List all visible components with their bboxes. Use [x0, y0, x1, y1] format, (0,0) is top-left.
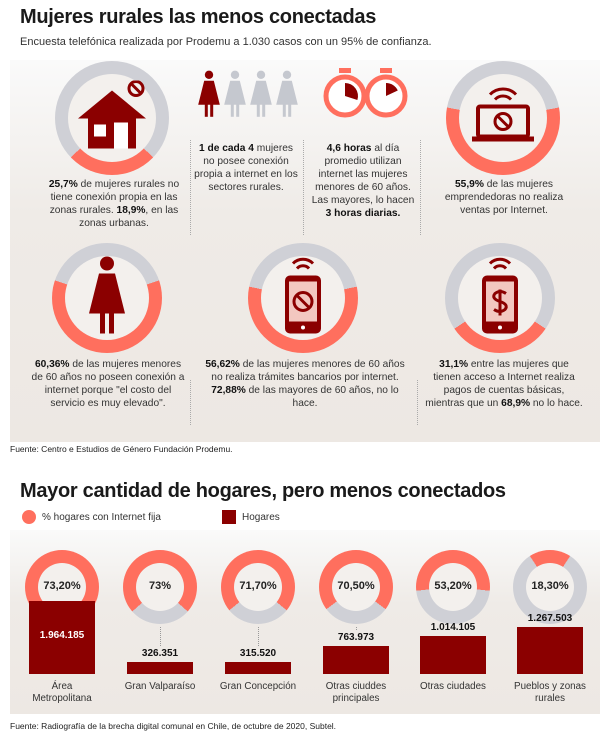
- stat-text-part: de mujeres rurales no tiene conexión pro…: [49, 179, 180, 216]
- stat-text: 25,7% de mujeres rurales no tiene conexi…: [40, 178, 188, 230]
- donut-label: 73,20%: [43, 580, 81, 592]
- phone-no-icon: [278, 256, 328, 341]
- stat-text-part: 55,9%: [455, 179, 484, 190]
- bar-value: 1.267.503: [527, 612, 573, 624]
- bar-value: 1.964.185: [39, 630, 85, 641]
- bar-value: 1.014.105: [430, 622, 476, 634]
- stat-text: 55,9% de las mujeres emprendedoras no re…: [440, 178, 568, 217]
- stat-text-part: 1 de cada 4: [198, 143, 254, 154]
- stat-text: 60,36% de las mujeres menores de 60 años…: [28, 358, 188, 410]
- stat-text-part: mujeres no posee conexión propia a inter…: [194, 143, 298, 193]
- stat-text: 1 de cada 4 mujeres no posee conexión pr…: [194, 142, 298, 194]
- bar-4: [420, 636, 486, 674]
- donut-label: 70,50%: [337, 580, 375, 592]
- category-label: Otras ciuddes principales: [325, 681, 387, 704]
- stat-text-part: al día promedio utilizan internet las mu…: [311, 143, 415, 206]
- stat-text-part: 31,1%: [439, 359, 469, 370]
- woman-icon: [224, 70, 246, 117]
- divider: [417, 380, 418, 425]
- house-no-signal-icon: [72, 80, 152, 156]
- panel-2: [10, 530, 600, 714]
- bar-2: [225, 662, 291, 674]
- stat-text-part: de las mujeres menores de 60 años no pos…: [31, 359, 185, 409]
- legend-hogares: Hogares: [222, 510, 280, 524]
- woman-icon: [198, 70, 220, 117]
- phone-dollar-icon: [475, 256, 525, 341]
- title-1: Mujeres rurales las menos conectadas: [20, 6, 377, 28]
- donut-2: [221, 550, 295, 624]
- donut-label: 18,30%: [531, 580, 569, 592]
- category-label: Gran Concepción: [219, 681, 297, 692]
- connector-line: [356, 627, 357, 630]
- category-label: Otras ciudades: [420, 681, 486, 692]
- stat-text-part: 3 horas diarias.: [325, 208, 401, 219]
- stat-text-part: 18,9%: [116, 205, 146, 216]
- laptop-no-icon: [468, 81, 538, 156]
- stat-text: 4,6 horas al día promedio utilizan inter…: [308, 142, 418, 220]
- donut-3: [319, 550, 393, 624]
- connector-line: [258, 627, 259, 647]
- stat-text-part: de las mujeres emprendedoras no realiza …: [444, 179, 564, 216]
- stat-text-part: 56,62%: [205, 359, 240, 370]
- donut-5: [513, 550, 587, 624]
- bar-3: [323, 645, 389, 674]
- bar-0: [29, 601, 95, 674]
- stat-text-part: 68,9%: [501, 398, 531, 409]
- divider: [303, 140, 304, 235]
- divider: [190, 140, 191, 235]
- bar-5: [517, 626, 583, 674]
- source-1: Fuente: Centro e Estudios de Género Fund…: [10, 444, 233, 454]
- connector-line: [160, 627, 161, 646]
- woman-icon: [87, 256, 127, 341]
- stat-text-part: de las mayores de 60 años, no lo hace.: [245, 385, 399, 409]
- stat-text-part: 25,7%: [48, 179, 78, 190]
- woman-icon: [250, 70, 272, 117]
- donut-1: [123, 550, 197, 624]
- stat-text-part: 60,36%: [34, 359, 70, 370]
- bar-value: 326.351: [141, 647, 179, 659]
- category-label: Área Metropolitana: [32, 681, 92, 704]
- donut-label: 73%: [148, 580, 172, 592]
- donut-label: 53,20%: [434, 580, 472, 592]
- stat-text-part: 4,6 horas: [326, 143, 372, 154]
- title-2: Mayor cantidad de hogares, pero menos co…: [20, 480, 506, 502]
- stat-text-part: no lo hace.: [530, 398, 583, 409]
- source-2: Fuente: Radiografía de la brecha digital…: [10, 721, 337, 731]
- category-label: Gran Valparaíso: [124, 681, 196, 692]
- stat-text-part: , en las zonas urbanas.: [79, 205, 179, 229]
- stat-text-part: 72,88%: [211, 385, 246, 396]
- stat-text: 56,62% de las mujeres menores de 60 años…: [205, 358, 405, 410]
- stat-text: 31,1% entre las mujeres que tienen acces…: [424, 358, 584, 410]
- legend-internet: % hogares con Internet fija: [22, 510, 161, 524]
- donut-label: 71,70%: [239, 580, 277, 592]
- percent-ring: [446, 61, 560, 175]
- stat-text-part: entre las mujeres que tienen acceso a In…: [425, 359, 575, 409]
- stat-text-part: de las mujeres menores de 60 años no rea…: [211, 359, 405, 383]
- divider: [190, 380, 191, 425]
- divider: [420, 140, 421, 235]
- donut-4: [416, 550, 490, 624]
- woman-icon: [276, 70, 298, 117]
- bar-value: 315.520: [239, 648, 277, 660]
- women-1-of-4-icon: [198, 70, 298, 117]
- bar-value: 763.973: [337, 631, 375, 643]
- percent-ring: [248, 243, 358, 353]
- category-label: Pueblos y zonas rurales: [514, 681, 586, 704]
- subtitle: Encuesta telefónica realizada por Prodem…: [20, 36, 432, 48]
- bar-1: [127, 661, 193, 674]
